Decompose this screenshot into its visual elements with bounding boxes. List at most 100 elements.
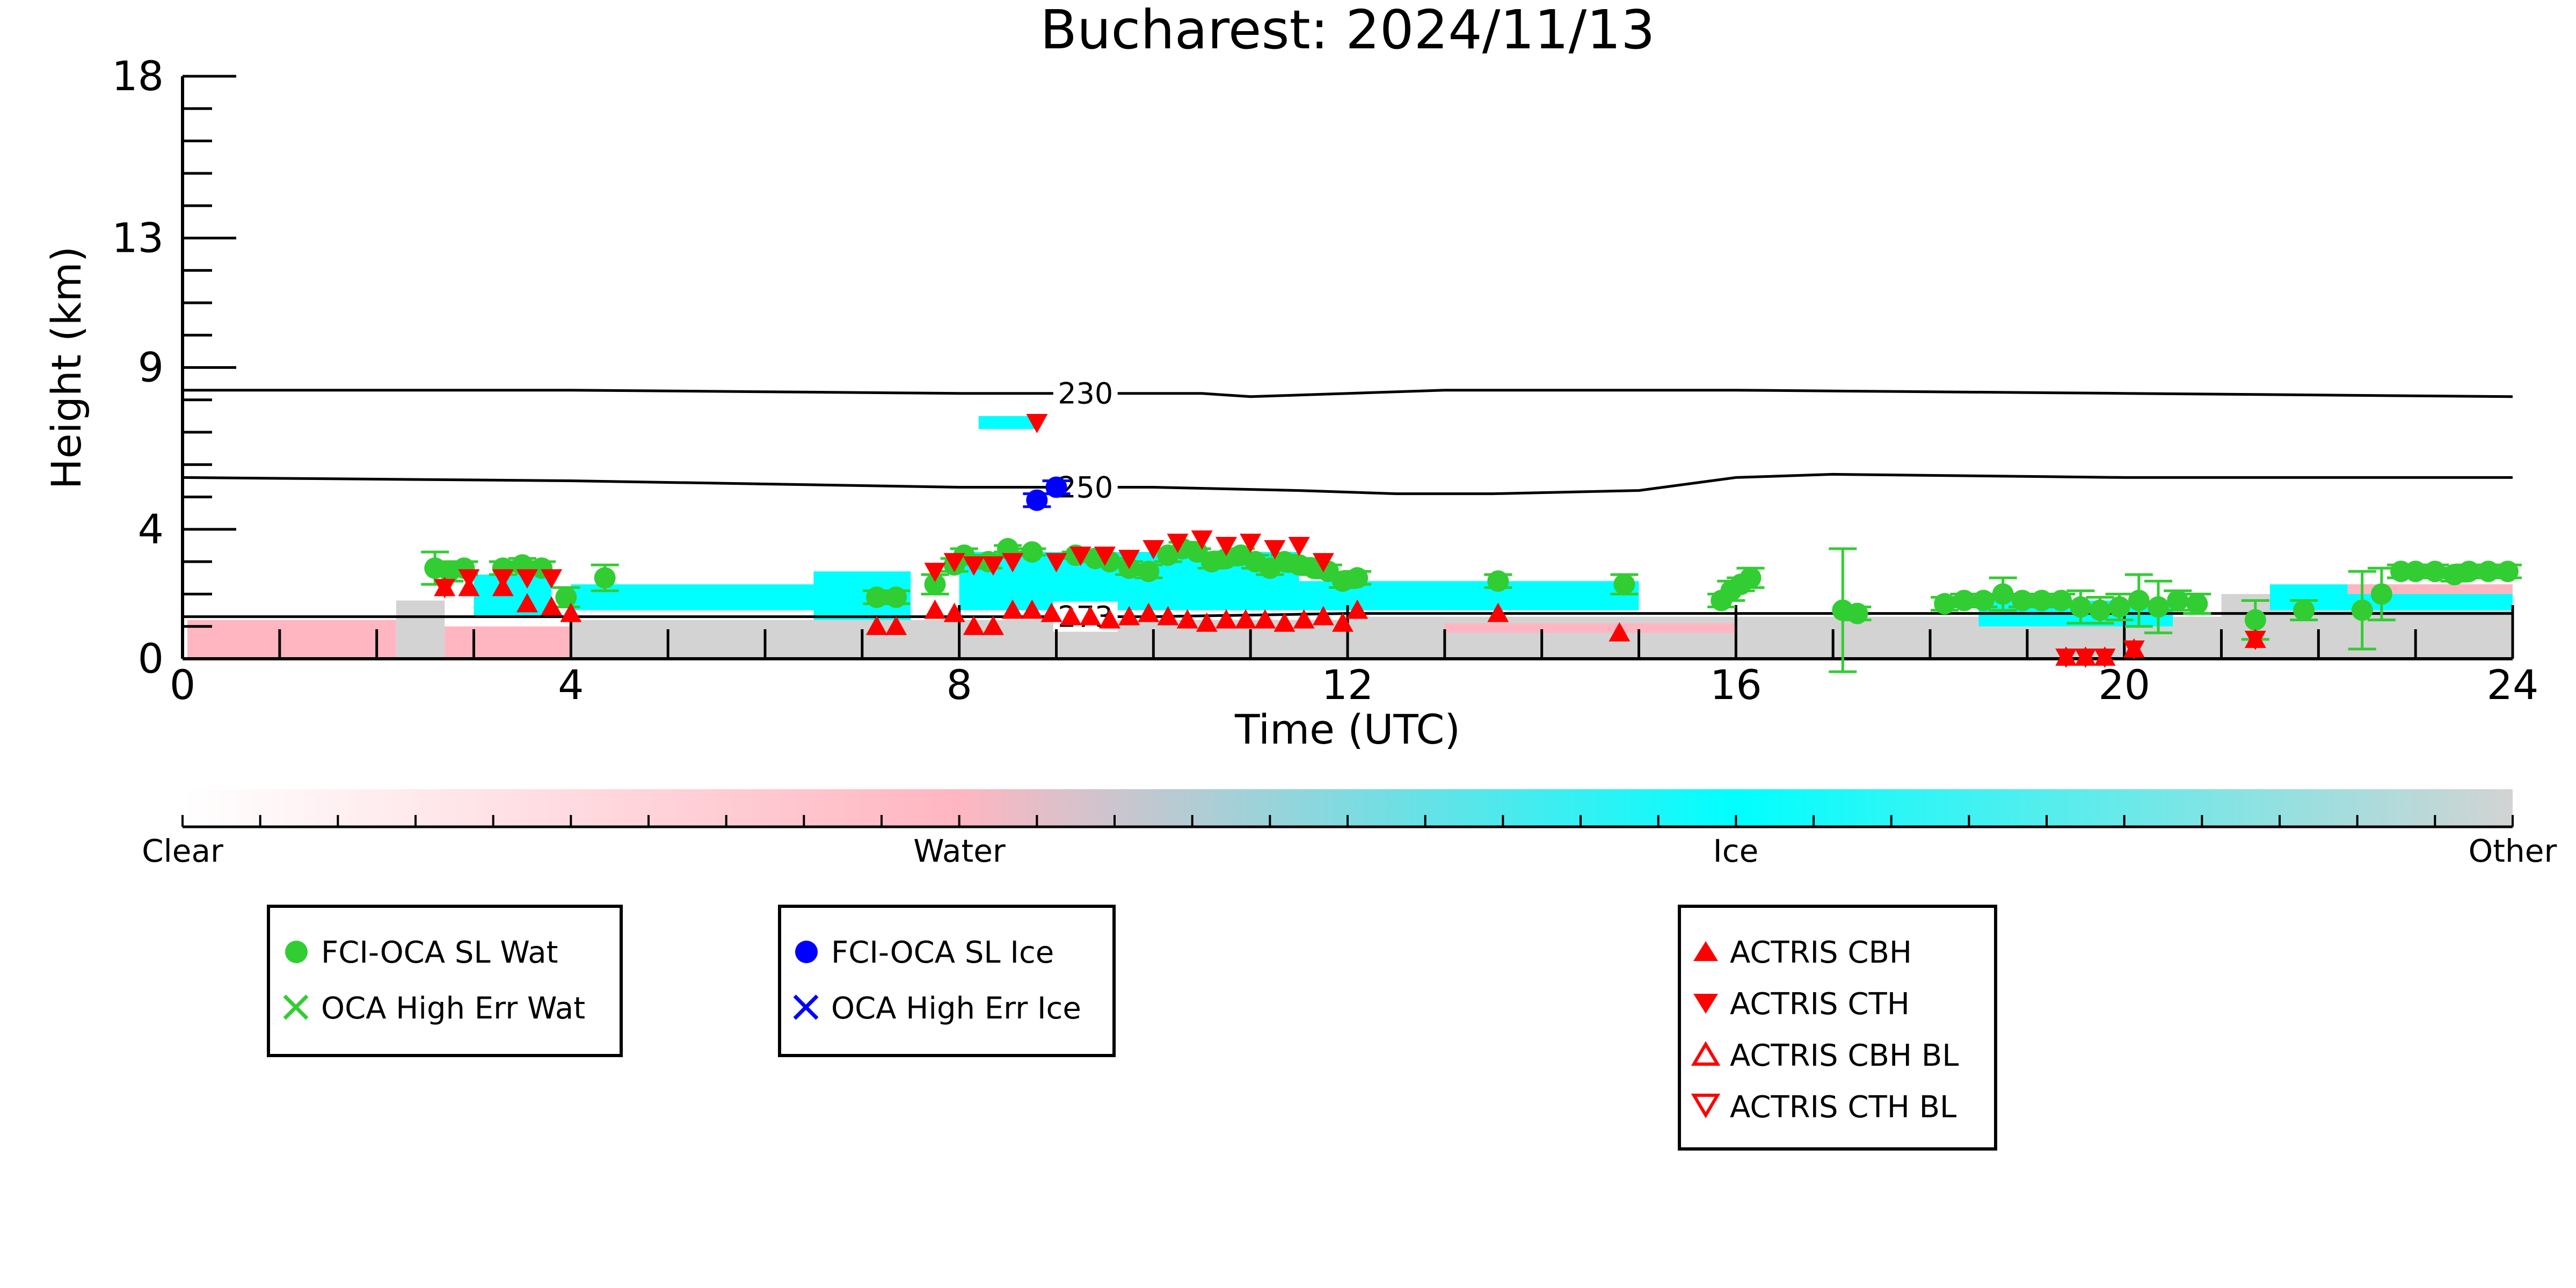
data-point	[1240, 534, 1262, 553]
series-actris-cth	[434, 413, 2266, 668]
colorbar-label-clear: Clear	[142, 833, 223, 869]
legend-marker-actris-cbh-bl	[1691, 1041, 1721, 1066]
isotherm-230	[183, 389, 2513, 398]
data-point	[1487, 602, 1509, 622]
data-point	[2070, 596, 2092, 618]
data-point	[1060, 606, 1082, 625]
data-point	[2244, 630, 2266, 650]
legend-label-oca-err-ice: OCA High Err Ice	[831, 991, 1081, 1026]
data-point	[2458, 561, 2480, 583]
data-point	[1176, 609, 1198, 629]
data-point	[885, 615, 907, 635]
cloud-region-water	[445, 626, 571, 659]
cloud-region-water	[187, 620, 396, 657]
data-point	[1264, 540, 1286, 560]
data-point	[1040, 602, 1063, 622]
data-point	[2094, 648, 2116, 668]
data-point	[2370, 583, 2392, 605]
legend-marker-oca-err-wat	[283, 994, 309, 1020]
data-point	[1118, 550, 1140, 570]
x-axis-label: Time (UTC)	[1234, 705, 1460, 753]
data-point	[963, 556, 985, 576]
legend-actris-box	[1678, 905, 1997, 1151]
data-point	[943, 553, 965, 573]
legend-actris: ACTRIS CBH ACTRIS CTH ACTRIS CBH BL ACTR…	[1678, 905, 1997, 1151]
data-point	[885, 586, 907, 608]
data-point	[492, 569, 514, 589]
data-point	[1846, 602, 1868, 624]
data-point	[1992, 583, 2014, 605]
data-point	[1002, 553, 1024, 573]
data-point	[1312, 553, 1334, 573]
data-point	[2075, 648, 2097, 668]
data-point	[2244, 609, 2266, 631]
data-point	[1293, 609, 1315, 629]
data-point	[2293, 599, 2315, 621]
legend-ice-box	[778, 905, 1116, 1057]
data-point	[2108, 596, 2130, 618]
data-point	[2497, 561, 2519, 583]
data-point	[1026, 489, 1048, 511]
x-tick-label: 16	[1710, 661, 1762, 709]
data-point	[1312, 606, 1334, 625]
data-point	[1934, 593, 1956, 615]
data-point	[943, 602, 965, 622]
data-point	[982, 615, 1004, 635]
isotherm-label-bg	[1053, 378, 1118, 409]
data-point	[434, 579, 456, 599]
cloud-region-ice	[978, 416, 1037, 430]
data-point	[2055, 648, 2077, 668]
data-point	[1215, 609, 1237, 629]
data-point	[1347, 599, 1369, 619]
data-point	[1274, 612, 1296, 632]
data-point	[1021, 541, 1043, 563]
data-point	[1045, 553, 1067, 573]
legend-label-actris-cth: ACTRIS CTH	[1730, 987, 1910, 1022]
data-point	[1167, 534, 1189, 553]
data-point	[1609, 622, 1631, 642]
data-point	[2351, 599, 2373, 621]
data-point	[1347, 567, 1369, 589]
colorbar-label-ice: Ice	[1713, 833, 1759, 869]
isotherm-label: 230	[1058, 377, 1113, 411]
data-point	[1079, 606, 1101, 625]
x-tick-label: 0	[170, 661, 195, 709]
data-point	[1094, 547, 1116, 566]
data-point	[1288, 537, 1310, 557]
legend-marker-fci-wat	[285, 941, 308, 963]
data-point	[2186, 593, 2208, 615]
data-point	[1118, 606, 1140, 625]
data-point	[1069, 547, 1091, 566]
data-point	[1613, 573, 1635, 595]
x-tick-label: 12	[1322, 661, 1374, 709]
data-point	[1973, 590, 1995, 612]
series-fci-oca-sl-ice	[1023, 476, 1071, 511]
data-point	[458, 569, 480, 589]
y-tick-label: 4	[138, 505, 164, 553]
x-tick-label: 20	[2098, 661, 2150, 709]
legend-water-box	[267, 905, 623, 1057]
y-tick-label: 9	[138, 344, 164, 391]
cloud-region-water	[1444, 623, 1736, 633]
legend-marker-actris-cbh	[1693, 941, 1718, 961]
colorbar-ticks	[181, 815, 2514, 827]
data-point	[2031, 590, 2053, 612]
data-point	[2424, 561, 2446, 583]
data-point	[1953, 590, 1975, 612]
data-point	[1215, 537, 1237, 557]
data-point	[1191, 530, 1213, 550]
data-point	[1098, 609, 1120, 629]
x-tick-label: 4	[558, 661, 584, 709]
legend-ice: FCI-OCA SL Ice OCA High Err Ice	[778, 905, 1116, 1057]
data-point	[865, 586, 887, 608]
data-point	[924, 573, 946, 595]
data-point	[1138, 602, 1160, 622]
data-point	[1196, 612, 1218, 632]
colorbar-label-water: Water	[913, 833, 1006, 869]
legend-marker-actris-cth-bl	[1691, 1094, 1721, 1118]
data-point	[1143, 540, 1165, 560]
colorbar-label-other: Other	[2469, 833, 2557, 869]
data-point	[865, 615, 887, 635]
data-point	[2128, 590, 2150, 612]
